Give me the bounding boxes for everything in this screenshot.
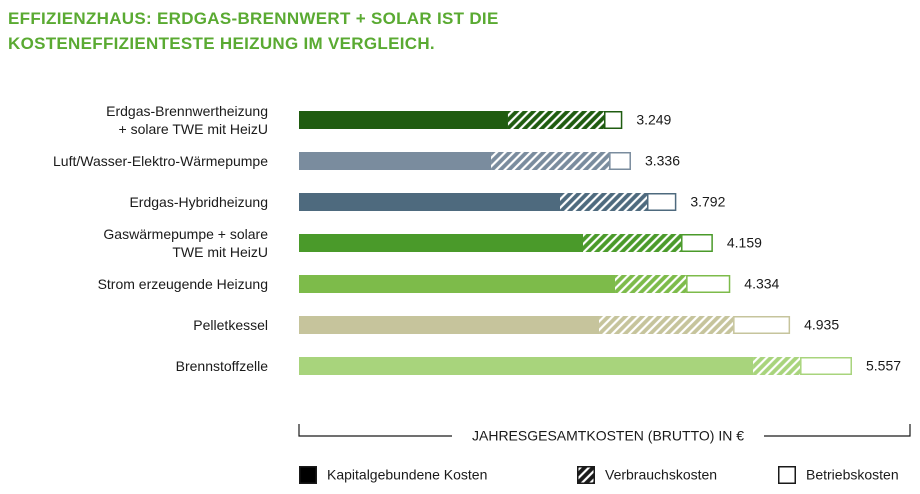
- bar-segment: [299, 111, 508, 129]
- bar-segment: [299, 152, 492, 170]
- bar-segment: [686, 275, 731, 293]
- total-label: 5.557: [866, 358, 901, 374]
- bar-segment: [299, 316, 600, 334]
- legend-swatch: [299, 466, 317, 484]
- category-label: Erdgas-Brennwertheizung + solare TWE mit…: [106, 103, 268, 137]
- category-label: Erdgas-Hybridheizung: [129, 194, 268, 210]
- bar-segment: [604, 111, 623, 129]
- legend-label: Verbrauchskosten: [605, 467, 717, 483]
- bar-segment: [599, 316, 734, 334]
- bar-segment: [646, 193, 677, 211]
- bar-segment: [299, 275, 616, 293]
- total-label: 3.792: [690, 194, 725, 210]
- category-label: Luft/Wasser-Elektro-Wärmepumpe: [53, 153, 268, 169]
- legend-swatch: [577, 466, 595, 484]
- chart-title: EFFIZIENZHAUS: ERDGAS-BRENNWERT + SOLAR …: [8, 9, 499, 53]
- bar-segment: [733, 316, 791, 334]
- bar-segment: [583, 234, 682, 252]
- total-label: 3.249: [636, 112, 671, 128]
- category-label: Pelletkessel: [193, 317, 268, 333]
- total-label: 3.336: [645, 153, 680, 169]
- bar-segment: [681, 234, 713, 252]
- total-label: 4.159: [727, 235, 762, 251]
- axis-label-bg: [452, 426, 764, 446]
- bar-segment: [299, 357, 754, 375]
- total-label: 4.935: [804, 317, 839, 333]
- bar-segment: [560, 193, 647, 211]
- bar-segment: [615, 275, 687, 293]
- bar-segment: [299, 234, 584, 252]
- category-label: Brennstoffzelle: [175, 358, 268, 374]
- total-label: 4.334: [744, 276, 779, 292]
- legend-label: Betriebskosten: [806, 467, 899, 483]
- bar-segment: [491, 152, 610, 170]
- axis-label: JAHRESGESAMTKOSTEN (BRUTTO) IN €: [472, 428, 744, 444]
- bar-segment: [800, 357, 852, 375]
- category-label: Gaswärmepumpe + solare TWE mit HeizU: [103, 226, 268, 260]
- legend-label: Kapitalgebundene Kosten: [327, 467, 487, 483]
- legend-swatch: [778, 466, 796, 484]
- bar-segment: [609, 152, 631, 170]
- bar-segment: [299, 193, 561, 211]
- bar-segment: [507, 111, 605, 129]
- bar-segment: [753, 357, 801, 375]
- category-label: Strom erzeugende Heizung: [97, 276, 268, 292]
